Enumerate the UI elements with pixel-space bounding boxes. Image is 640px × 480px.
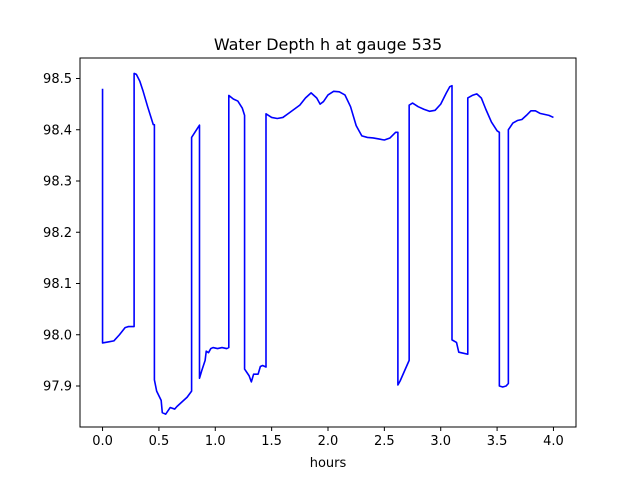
x-axis-label: hours [310, 456, 347, 471]
x-tick-label: 2.0 [318, 434, 339, 449]
x-tick-label: 0.0 [92, 434, 113, 449]
y-tick-label: 98.2 [43, 226, 72, 241]
y-tick-label: 98.5 [43, 72, 72, 87]
y-tick-label: 98.3 [43, 175, 72, 190]
chart-title: Water Depth h at gauge 535 [214, 35, 442, 54]
y-tick-label: 97.9 [43, 380, 72, 395]
series-line-0 [101, 72, 554, 415]
x-tick-label: 1.0 [205, 434, 226, 449]
plot-area [101, 72, 554, 415]
x-tick-label: 3.0 [430, 434, 451, 449]
x-tick-label: 4.0 [543, 434, 564, 449]
axes: 0.0 0.5 1.0 1.5 2.0 2.5 3.0 3.5 4.0 97.9 98.0 98.1 9… [43, 57, 577, 449]
y-tick-label: 98.0 [43, 328, 72, 343]
x-tick-label: 2.5 [374, 434, 395, 449]
y-tick-label: 98.4 [43, 123, 72, 138]
y-tick-label: 98.1 [43, 277, 72, 292]
x-tick-label: 3.5 [487, 434, 508, 449]
x-tick-label: 1.5 [261, 434, 282, 449]
x-tick-label: 0.5 [149, 434, 170, 449]
